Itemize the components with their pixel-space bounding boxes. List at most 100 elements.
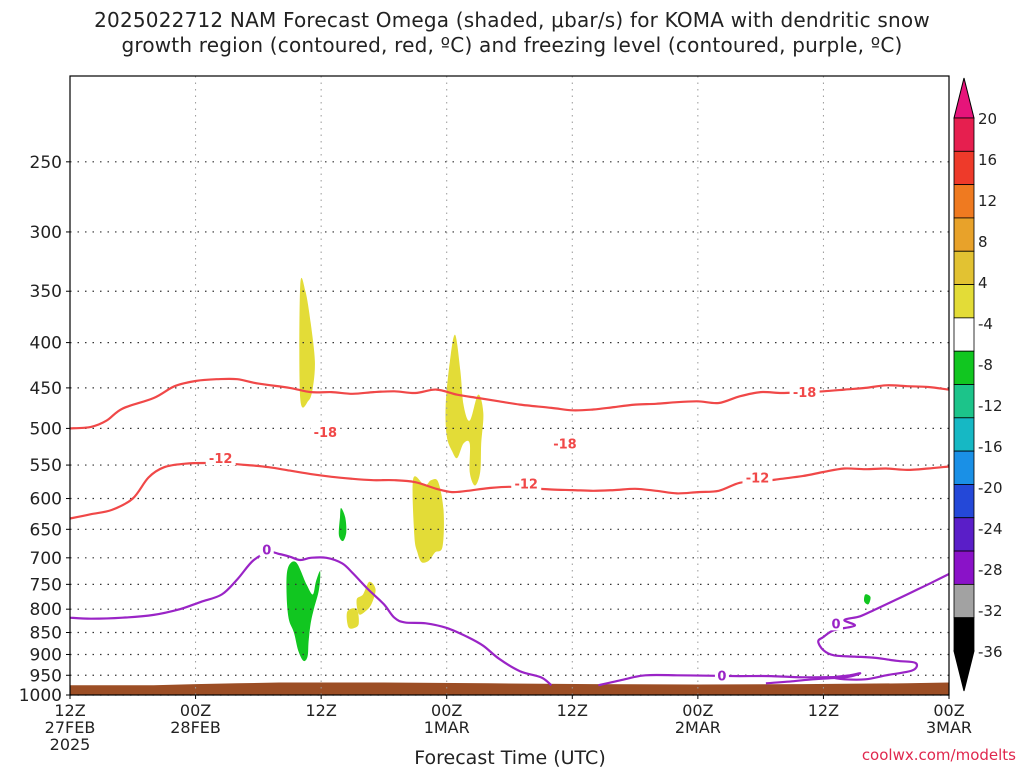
contour-label: -12 [514, 477, 538, 492]
y-tick-label: 350 [30, 282, 62, 302]
x-tick-label: 1MAR [424, 718, 470, 737]
y-tick-label: 550 [30, 456, 62, 476]
contour-label-bg-4 [205, 450, 236, 466]
colorbar-segment-4 [953, 217, 975, 252]
contour-label: -12 [209, 452, 233, 467]
contour-label: -18 [553, 437, 577, 452]
y-tick-label: 250 [30, 153, 62, 173]
contour-layer: -18 -18 -18 -12 -12 -12 0 0 0 [69, 377, 950, 687]
x-tick-label: 12Z [557, 701, 588, 720]
contour-label-bg-2 [549, 435, 580, 451]
omega-region-3 [412, 476, 444, 563]
omega-shading-layer [286, 277, 871, 662]
contour-label-bg-1 [310, 424, 341, 440]
colorbar-segment-9 [953, 384, 975, 419]
x-tick-label: 28FEB [170, 718, 221, 737]
credit-text: coolwx.com/modelts [861, 746, 1016, 764]
y-tick-label: 950 [30, 666, 62, 686]
x-axis-label: Forecast Time (UTC) [414, 747, 605, 768]
colorbar-segment-7 [953, 317, 975, 352]
colorbar-bottom-arrow [953, 650, 975, 692]
colorbar-label: -16 [978, 438, 1003, 456]
contour-0-line-3 [69, 550, 553, 687]
contour-label: -12 [746, 471, 770, 486]
contour-label: 0 [831, 617, 840, 632]
x-tick-label: 2MAR [675, 718, 721, 737]
x-tick-label: 12Z [808, 701, 839, 720]
y-tick-label: 650 [30, 520, 62, 540]
contour-label: -18 [793, 386, 817, 401]
y-tick-label: 700 [30, 549, 62, 569]
chart-title-line-1: 2025022712 NAM Forecast Omega (shaded, μ… [94, 8, 930, 32]
y-tick-label: 400 [30, 334, 62, 354]
plot-frame [69, 75, 950, 696]
y-tick-label: 850 [30, 623, 62, 643]
colorbar-label: 8 [978, 233, 988, 251]
contour-label-bg-5 [511, 475, 542, 491]
contour-label-bg-6 [742, 469, 773, 485]
x-tick-label: 00Z [431, 701, 462, 720]
colorbar: 20 16 12 8 4 -4 -8 -12 -16 -20 -24 -28 -32 -36 [953, 77, 1003, 692]
colorbar-label: 12 [978, 192, 997, 210]
x-tick-label: 2025 [50, 735, 91, 754]
colorbar-segment-12 [953, 484, 975, 519]
colorbar-segment-5 [953, 250, 975, 285]
colorbar-segment-6 [953, 284, 975, 319]
colorbar-segment-1 [953, 117, 975, 152]
colorbar-label: -20 [978, 479, 1003, 497]
y-tick-label: 500 [30, 419, 62, 439]
contour-label-bg-7 [259, 541, 274, 557]
y-tick-label: 450 [30, 379, 62, 399]
y-tick-label: 750 [30, 575, 62, 595]
y-tick-label: 800 [30, 600, 62, 620]
contour-label-bg-8 [714, 667, 729, 683]
contour-m12-line-2 [69, 461, 950, 520]
contour-label-bg-9 [828, 615, 843, 631]
colorbar-label: -28 [978, 561, 1003, 579]
y-tick-label: 1000 [19, 686, 62, 706]
colorbar-label: -36 [978, 643, 1003, 661]
colorbar-label: 16 [978, 151, 997, 169]
colorbar-segment-16 [953, 617, 975, 652]
surface-layer [70, 682, 949, 695]
x-tick-label: 00Z [180, 701, 211, 720]
colorbar-segment-2 [953, 150, 975, 186]
x-tick-label: 12Z [54, 701, 85, 720]
contour-0-line-4 [598, 673, 845, 687]
colorbar-label: -12 [978, 397, 1003, 415]
colorbar-label: 4 [978, 274, 988, 292]
colorbar-label: 20 [978, 110, 997, 128]
omega-region-6 [286, 561, 321, 662]
contour-label: 0 [717, 670, 726, 685]
x-tick-label: 00Z [682, 701, 713, 720]
colorbar-segment-11 [953, 450, 975, 485]
ground-surface [70, 682, 949, 695]
colorbar-segment-14 [953, 550, 975, 585]
contour-label-bg-3 [789, 384, 820, 400]
y-tick-label: 600 [30, 490, 62, 510]
omega-region-7 [338, 508, 347, 542]
colorbar-segment-13 [953, 517, 975, 552]
colorbar-segment-10 [953, 417, 975, 452]
x-tick-label: 00Z [933, 701, 964, 720]
x-tick-label: 27FEB [45, 718, 96, 737]
y-tick-label: 300 [30, 223, 62, 243]
omega-region-4 [356, 581, 376, 615]
omega-region-8 [864, 594, 871, 605]
colorbar-label: -32 [978, 602, 1003, 620]
colorbar-label: -24 [978, 520, 1003, 538]
colorbar-segment-8 [953, 350, 975, 385]
axes-layer: 250 300 350 400 450 500 550 600 650 700 750 800 850 9… [19, 75, 972, 768]
x-tick-label: 3MAR [926, 718, 972, 737]
omega-region-1 [299, 277, 315, 408]
contour-label: 0 [262, 543, 271, 558]
x-tick-label: 12Z [305, 701, 336, 720]
colorbar-segment-15 [953, 583, 975, 619]
omega-region-5 [346, 608, 359, 629]
colorbar-segment-3 [953, 184, 975, 219]
omega-region-2 [445, 334, 484, 486]
contour-0-line-5 [765, 573, 950, 685]
colorbar-label: -4 [978, 315, 993, 333]
